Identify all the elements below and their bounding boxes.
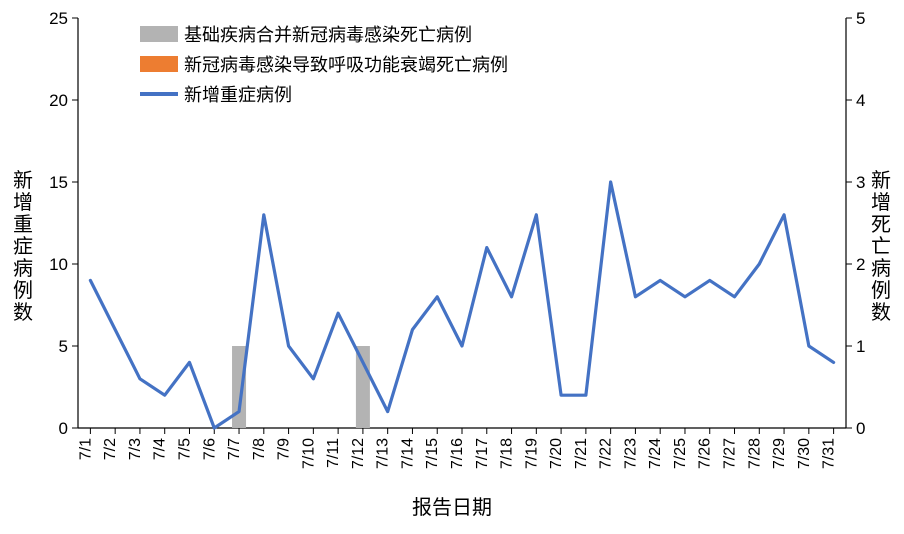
svg-text:7/7: 7/7 — [226, 438, 243, 460]
legend-label: 基础疾病合并新冠病毒感染死亡病例 — [184, 21, 472, 47]
legend: 基础疾病合并新冠病毒感染死亡病例新冠病毒感染导致呼吸功能衰竭死亡病例新增重症病例 — [140, 20, 508, 110]
svg-text:7/3: 7/3 — [127, 438, 144, 460]
legend-swatch — [140, 92, 178, 96]
svg-text:15: 15 — [49, 173, 68, 192]
svg-text:7/16: 7/16 — [449, 438, 466, 469]
svg-text:7/15: 7/15 — [424, 438, 441, 469]
svg-text:7/29: 7/29 — [771, 438, 788, 469]
svg-text:7/31: 7/31 — [821, 438, 838, 469]
svg-text:7/27: 7/27 — [722, 438, 739, 469]
svg-text:7/2: 7/2 — [102, 438, 119, 460]
svg-text:5: 5 — [59, 337, 68, 356]
svg-text:2: 2 — [856, 255, 865, 274]
legend-item: 新冠病毒感染导致呼吸功能衰竭死亡病例 — [140, 50, 508, 78]
svg-text:20: 20 — [49, 91, 68, 110]
legend-swatch — [140, 56, 178, 72]
svg-text:10: 10 — [49, 255, 68, 274]
legend-item: 基础疾病合并新冠病毒感染死亡病例 — [140, 20, 508, 48]
svg-text:0: 0 — [856, 419, 865, 438]
svg-text:7/24: 7/24 — [647, 438, 664, 469]
svg-text:0: 0 — [59, 419, 68, 438]
svg-text:7/12: 7/12 — [350, 438, 367, 469]
svg-text:7/28: 7/28 — [746, 438, 763, 469]
svg-text:7/9: 7/9 — [276, 438, 293, 460]
svg-text:7/14: 7/14 — [399, 438, 416, 469]
legend-swatch — [140, 26, 178, 42]
svg-text:7/22: 7/22 — [598, 438, 615, 469]
legend-label: 新增重症病例 — [184, 81, 292, 107]
svg-text:7/11: 7/11 — [325, 438, 342, 468]
chart-container: 新增重症病例数 新增死亡病例数 报告日期 05101520250123457/1… — [0, 0, 904, 534]
svg-text:7/17: 7/17 — [474, 438, 491, 469]
svg-text:7/23: 7/23 — [622, 438, 639, 469]
svg-text:7/21: 7/21 — [573, 438, 590, 469]
svg-text:4: 4 — [856, 91, 865, 110]
legend-item: 新增重症病例 — [140, 80, 508, 108]
svg-text:5: 5 — [856, 9, 865, 28]
svg-text:1: 1 — [856, 337, 865, 356]
legend-label: 新冠病毒感染导致呼吸功能衰竭死亡病例 — [184, 51, 508, 77]
svg-text:7/20: 7/20 — [548, 438, 565, 469]
svg-text:7/6: 7/6 — [201, 438, 218, 460]
svg-text:25: 25 — [49, 9, 68, 28]
svg-text:7/1: 7/1 — [77, 438, 94, 460]
svg-text:3: 3 — [856, 173, 865, 192]
svg-text:7/30: 7/30 — [796, 438, 813, 469]
svg-text:7/18: 7/18 — [499, 438, 516, 469]
svg-text:7/26: 7/26 — [697, 438, 714, 469]
svg-text:7/13: 7/13 — [375, 438, 392, 469]
svg-text:7/8: 7/8 — [251, 438, 268, 460]
svg-text:7/25: 7/25 — [672, 438, 689, 469]
svg-text:7/5: 7/5 — [176, 438, 193, 460]
svg-text:7/10: 7/10 — [300, 438, 317, 469]
svg-text:7/4: 7/4 — [152, 438, 169, 460]
svg-text:7/19: 7/19 — [523, 438, 540, 469]
